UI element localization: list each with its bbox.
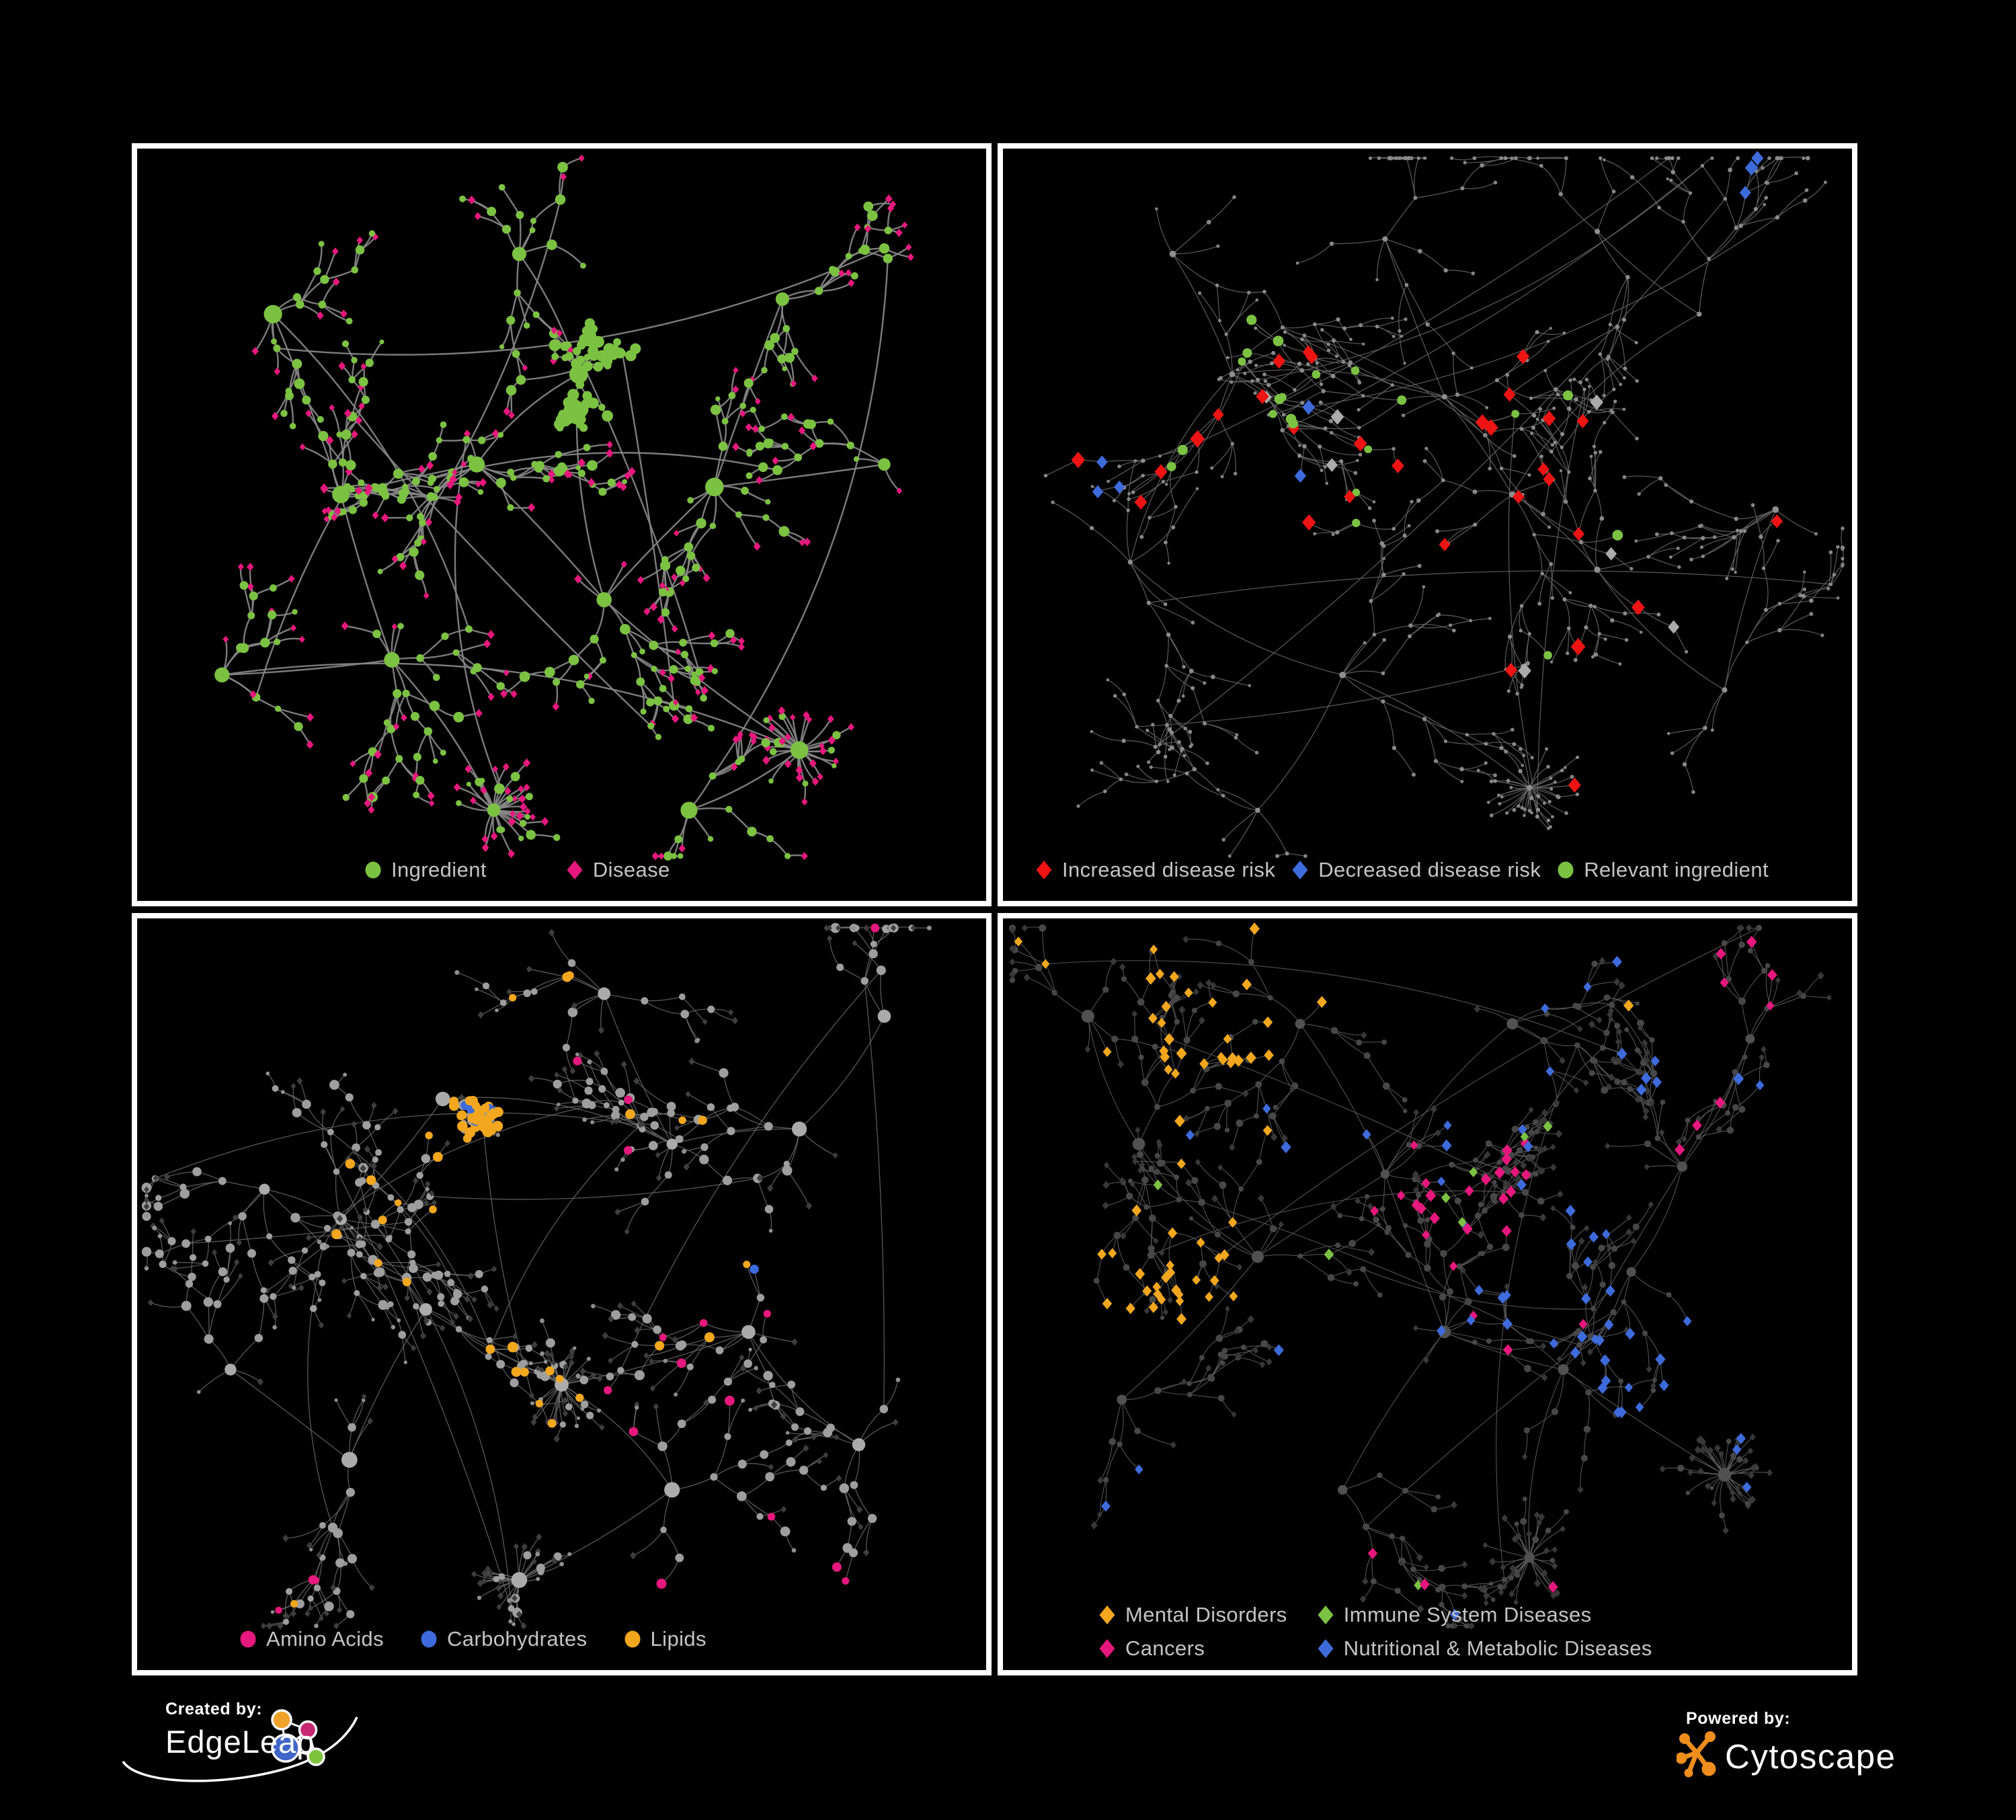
legend-swatch-diamond: [1036, 860, 1052, 879]
network-graph-ingredient-disease: [214, 154, 914, 861]
legend-swatch-ellipse: [1558, 861, 1574, 878]
legend-item: Ingredient: [364, 858, 487, 882]
cytoscape-logo-icon: [1677, 1731, 1716, 1778]
edgeleap-swoosh: [122, 1716, 358, 1782]
panel-ingredient-disease: Ingredient Disease: [132, 143, 992, 906]
legend-item: Mental Disorders: [1098, 1603, 1287, 1627]
legend-label: Lipids: [650, 1627, 707, 1651]
legend-swatch-ellipse: [421, 1630, 437, 1648]
legend-label: Relevant ingredient: [1584, 857, 1769, 881]
legend-item: Relevant ingredient: [1557, 858, 1769, 882]
panel-disease-categories: Mental Disorders Immune System Diseases Ca…: [998, 912, 1857, 1675]
legend-swatch-ellipse: [624, 1630, 641, 1648]
panel-nutrient-classes: Amino Acids Carbohydrates Lipids: [132, 912, 992, 1675]
legend-item: Cancers: [1098, 1636, 1287, 1661]
cytoscape-wordmark: Cytoscape: [1725, 1737, 1896, 1776]
legend-swatch-diamond: [567, 860, 583, 879]
legend-label: Mental Disorders: [1125, 1603, 1287, 1626]
powered-by-label: Powered by:: [1686, 1709, 1791, 1728]
panel-disease-risk: Increased disease risk Decreased disease …: [998, 143, 1857, 906]
edgeleap-nodes: [271, 1709, 325, 1766]
edgeleap-logo-icon: [122, 1709, 358, 1782]
legend-swatch-diamond: [1292, 860, 1308, 879]
legend-item: Lipids: [624, 1627, 707, 1651]
legend-item: Nutritional & Metabolic Diseases: [1317, 1636, 1652, 1661]
legend-swatch-diamond: [1318, 1606, 1334, 1624]
legend-label: Carbohydrates: [446, 1627, 588, 1651]
legend-item: Immune System Diseases: [1317, 1603, 1652, 1627]
powered-by-block: Powered by: Cytoscape: [1677, 1709, 1896, 1782]
panel-legend: Ingredient Disease: [364, 858, 670, 882]
legend-label: Amino Acids: [266, 1627, 384, 1651]
legend-label: Disease: [592, 857, 670, 881]
figure-grid: Ingredient Disease Increased disease risk…: [132, 143, 1857, 1675]
network-graph-disease-risk: [1043, 151, 1845, 859]
created-by-label: Created by:: [165, 1700, 263, 1718]
panel-legend: Amino Acids Carbohydrates Lipids: [239, 1627, 707, 1651]
legend-item: Increased disease risk: [1035, 858, 1275, 882]
panel-legend: Mental Disorders Immune System Diseases Ca…: [1098, 1603, 1652, 1661]
legend-label: Ingredient: [391, 857, 487, 881]
edgeleap-wordmark: EdgeLeap: [165, 1724, 315, 1759]
network-graph-nutrient-classes: [141, 922, 932, 1630]
legend-swatch-ellipse: [240, 1630, 256, 1648]
legend-item: Amino Acids: [239, 1627, 384, 1651]
legend-label: Immune System Diseases: [1343, 1603, 1592, 1626]
network-graph-disease-categories: [1008, 922, 1832, 1630]
legend-swatch-diamond: [1318, 1639, 1334, 1658]
legend-item: Carbohydrates: [420, 1627, 588, 1651]
legend-label: Nutritional & Metabolic Diseases: [1343, 1636, 1652, 1660]
legend-label: Increased disease risk: [1062, 857, 1276, 881]
legend-item: Disease: [566, 858, 670, 882]
legend-swatch-ellipse: [365, 861, 381, 878]
legend-label: Cancers: [1125, 1636, 1205, 1660]
legend-swatch-diamond: [1099, 1639, 1115, 1658]
created-by-block: Created by: EdgeLeap: [165, 1700, 315, 1760]
legend-item: Decreased disease risk: [1291, 858, 1541, 882]
legend-swatch-diamond: [1099, 1606, 1115, 1624]
panel-legend: Increased disease risk Decreased disease …: [1035, 858, 1769, 882]
legend-label: Decreased disease risk: [1318, 857, 1541, 881]
